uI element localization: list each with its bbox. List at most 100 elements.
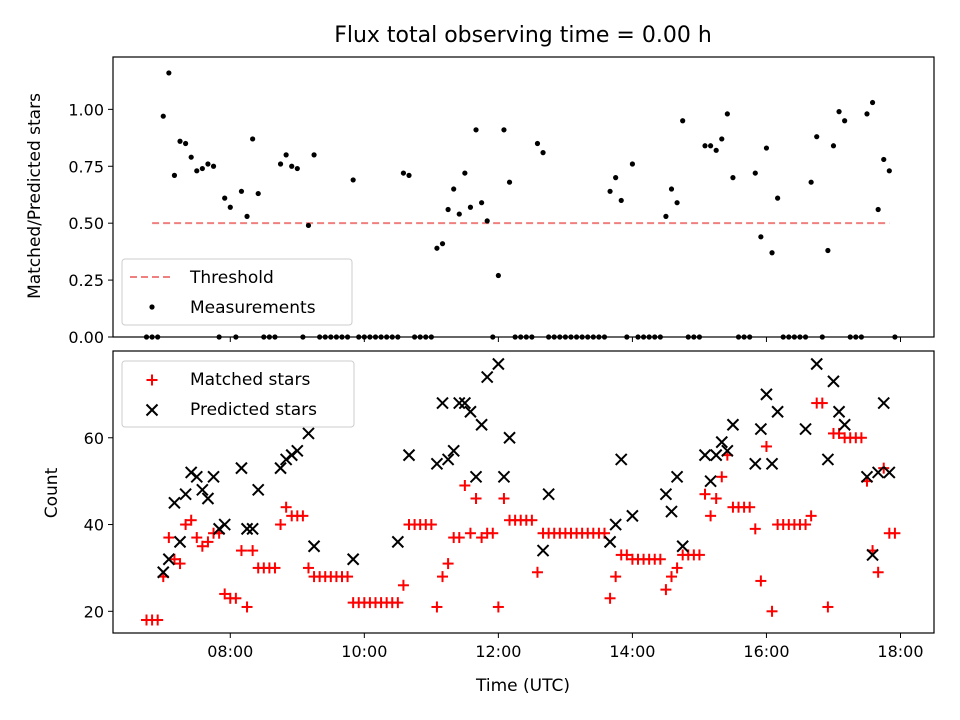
matched-star-point [526,514,538,526]
measurement-point [294,165,300,172]
predicted-star-point [866,548,879,562]
matched-star-point [342,571,354,583]
matched-star-point [280,501,292,513]
measurement-point [607,188,613,194]
legend-matched-swatch [146,374,158,386]
matched-star-point [492,601,504,613]
predicted-star-point [235,461,248,475]
matched-star-point [660,584,672,596]
predicted-star-point [458,396,472,410]
matched-star-point [392,597,404,609]
y-axis-count: 20 40 60 [84,429,113,621]
measurement-point [713,147,719,153]
measurement-point [830,143,837,149]
y-tick-label-ratio: 0.00 [68,328,104,347]
y-tick-label-ratio: 1.00 [68,100,104,119]
matched-star-point [666,571,678,583]
measurement-point [730,175,736,181]
predicted-star-point [838,418,851,431]
measurement-point [177,138,183,144]
predicted-star-point [726,418,740,431]
measurement-point [881,156,887,163]
predicted-star-point [173,535,187,549]
predicted-star-point [240,522,254,536]
x-tick-label: 10:00 [341,642,387,661]
predicted-star-point [453,396,466,410]
predicted-star-point [721,444,734,457]
matched-star-point [247,545,259,557]
x-axis-ticks-top [229,337,901,342]
predicted-star-point [698,448,712,462]
predicted-star-point [480,370,494,384]
predicted-star-point [307,540,321,553]
measurement-point [467,204,474,210]
measurement-point [680,118,686,124]
predicted-star-point [497,470,511,484]
predicted-star-point [754,422,768,436]
y-tick-label-count: 40 [84,516,104,535]
measurement-point [875,206,881,213]
measurement-point [484,218,490,224]
x-tick-label: 18:00 [877,642,923,661]
y-tick-label-count: 20 [84,602,104,621]
measurement-point [663,213,669,219]
predicted-star-point [464,405,477,418]
predicted-star-point [871,466,885,479]
measurement-point [244,213,250,219]
predicted-star-point [492,357,505,371]
predicted-star-point [391,535,405,549]
x-axis: 08:00 10:00 12:00 14:00 16:00 18:00 [207,633,924,661]
predicted-star-point [441,453,455,466]
legend-label-measurements: Measurements [190,298,316,318]
matched-star-point [805,510,817,522]
measurement-point [752,170,758,176]
predicted-star-point [436,396,449,410]
predicted-star-point [860,470,874,484]
matched-star-point [749,523,761,535]
measurement-point [456,211,462,217]
predicted-star-point [246,522,259,536]
measurement-point [836,109,842,115]
predicted-star-point [179,487,192,501]
measurement-point [674,200,680,206]
matched-star-point [202,536,214,548]
measurement-point [210,163,217,169]
matched-star-point [822,601,834,613]
matched-star-point [855,432,867,444]
y-axis-label-count: Count [42,467,62,518]
matched-star-point [168,553,180,565]
plot-area-ratio [143,70,898,340]
matched-star-point [476,532,488,544]
matched-star-point [498,493,510,505]
predicted-star-point [810,357,823,371]
predicted-star-point [771,405,784,418]
measurement-point [540,150,546,156]
matched-star-point [437,571,449,583]
matched-star-point [755,575,767,587]
predicted-star-point [765,457,779,471]
predicted-star-point [207,470,220,484]
predicted-star-point [536,544,550,557]
measurement-point [719,136,725,142]
measurement-point [406,172,412,178]
measurement-point [702,143,708,149]
matched-star-point [297,510,309,522]
measurement-point [199,165,205,172]
measurement-point [618,197,624,204]
matched-star-point [185,514,197,526]
matched-star-point [610,571,622,583]
matched-star-point [196,540,208,552]
legend-box-count [121,360,355,428]
predicted-star-point [469,470,483,484]
predicted-star-point [821,453,835,466]
predicted-star-point [749,457,762,471]
x-tick-label: 16:00 [743,642,789,661]
predicted-star-point [704,474,717,488]
matched-star-point [816,397,828,409]
predicted-star-point [615,453,628,466]
predicted-star-point [291,444,304,457]
matched-star-point [442,558,454,570]
matched-star-point [464,527,476,539]
predicted-star-point [609,518,622,531]
predicted-star-point [760,388,773,401]
